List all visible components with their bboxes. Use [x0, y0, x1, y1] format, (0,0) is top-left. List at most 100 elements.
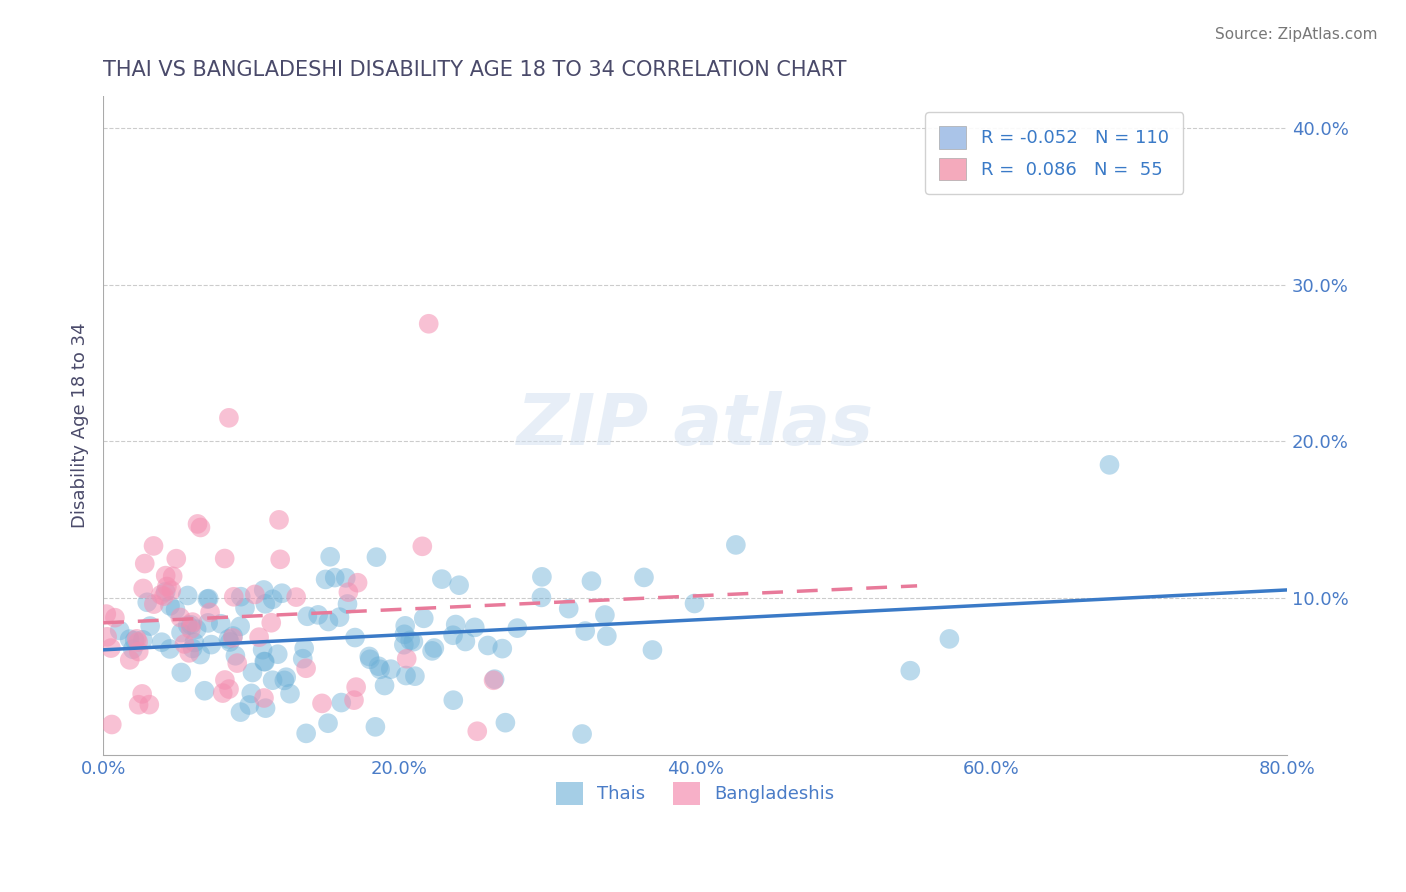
Thais [330, 696, 353, 710]
Bangladeshis [243, 587, 266, 601]
Thais [464, 620, 486, 634]
Thais [291, 651, 314, 665]
Thais [193, 683, 215, 698]
Bangladeshis [418, 317, 440, 331]
Thais [121, 642, 143, 657]
Thais [253, 655, 276, 669]
Bangladeshis [269, 552, 291, 566]
Thais [318, 615, 340, 629]
Thais [197, 591, 219, 606]
Thais [402, 634, 425, 648]
Bangladeshis [285, 590, 308, 604]
Bangladeshis [128, 698, 150, 712]
Thais [124, 633, 146, 648]
Thais [297, 609, 319, 624]
Thais [170, 665, 193, 680]
Thais [344, 631, 367, 645]
Thais [180, 617, 202, 632]
Bangladeshis [343, 693, 366, 707]
Bangladeshis [395, 651, 418, 665]
Bangladeshis [211, 686, 233, 700]
Thais [423, 640, 446, 655]
Bangladeshis [465, 724, 488, 739]
Thais [177, 618, 200, 632]
Y-axis label: Disability Age 18 to 34: Disability Age 18 to 34 [72, 323, 89, 528]
Bangladeshis [142, 539, 165, 553]
Bangladeshis [142, 597, 165, 611]
Thais [238, 698, 260, 712]
Thais [195, 592, 218, 607]
Bangladeshis [411, 539, 433, 553]
Bangladeshis [160, 583, 183, 598]
Bangladeshis [179, 646, 201, 660]
Bangladeshis [155, 568, 177, 582]
Thais [307, 607, 329, 622]
Bangladeshis [127, 635, 149, 649]
Bangladeshis [190, 520, 212, 534]
Bangladeshis [101, 717, 124, 731]
Thais [491, 641, 513, 656]
Bangladeshis [180, 622, 202, 636]
Bangladeshis [198, 606, 221, 620]
Bangladeshis [482, 673, 505, 688]
Thais [641, 643, 664, 657]
Thais [209, 616, 232, 631]
Thais [399, 633, 422, 648]
Thais [276, 670, 298, 684]
Thais [441, 628, 464, 642]
Thais [449, 578, 471, 592]
Thais [292, 641, 315, 656]
Bangladeshis [214, 551, 236, 566]
Bangladeshis [260, 615, 283, 630]
Bangladeshis [169, 610, 191, 624]
Text: Source: ZipAtlas.com: Source: ZipAtlas.com [1215, 27, 1378, 42]
Thais [267, 647, 290, 661]
Thais [366, 550, 388, 565]
Bangladeshis [96, 607, 118, 621]
Thais [233, 600, 256, 615]
Bangladeshis [165, 551, 187, 566]
Thais [319, 549, 342, 564]
Thais [394, 619, 416, 633]
Thais [596, 629, 619, 643]
Thais [186, 622, 208, 636]
Thais [724, 538, 747, 552]
Bangladeshis [247, 630, 270, 644]
Thais [118, 632, 141, 647]
Thais [420, 644, 443, 658]
Bangladeshis [218, 410, 240, 425]
Thais [177, 589, 200, 603]
Thais [150, 635, 173, 649]
Bangladeshis [118, 653, 141, 667]
Thais [253, 655, 276, 669]
Bangladeshis [222, 590, 245, 604]
Bangladeshis [104, 610, 127, 624]
Thais [336, 597, 359, 611]
Thais [242, 665, 264, 680]
Thais [359, 652, 381, 666]
Bangladeshis [173, 637, 195, 651]
Thais [159, 642, 181, 657]
Thais [295, 726, 318, 740]
Bangladeshis [311, 697, 333, 711]
Thais [430, 572, 453, 586]
Thais [273, 673, 295, 688]
Thais [494, 715, 516, 730]
Thais [200, 638, 222, 652]
Text: ZIP atlas: ZIP atlas [516, 392, 873, 460]
Thais [254, 597, 277, 611]
Bangladeshis [181, 615, 204, 629]
Thais [530, 570, 553, 584]
Bangladeshis [267, 513, 290, 527]
Thais [159, 599, 181, 613]
Thais [477, 639, 499, 653]
Bangladeshis [337, 585, 360, 599]
Thais [574, 624, 596, 638]
Bangladeshis [346, 575, 368, 590]
Bangladeshis [162, 569, 184, 583]
Thais [252, 642, 274, 657]
Thais [224, 648, 246, 663]
Bangladeshis [100, 641, 122, 656]
Thais [108, 624, 131, 638]
Bangladeshis [226, 656, 249, 670]
